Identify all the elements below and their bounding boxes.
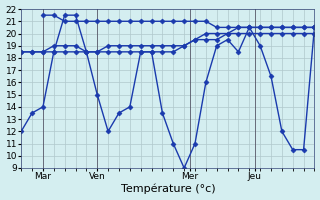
X-axis label: Température (°c): Température (°c) [121,184,215,194]
